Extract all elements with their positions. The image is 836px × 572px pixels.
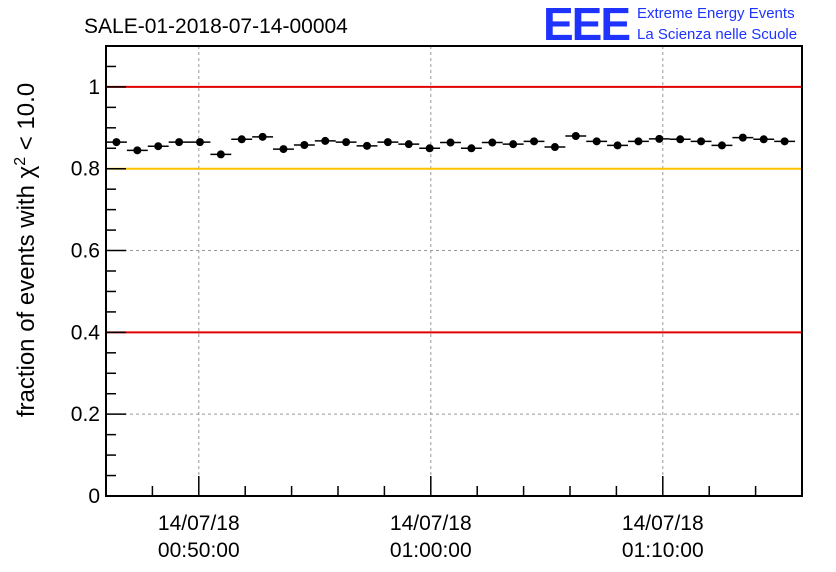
data-point xyxy=(774,137,796,146)
marker xyxy=(655,134,664,143)
data-point xyxy=(753,135,775,144)
marker xyxy=(279,145,288,154)
y-tick-label: 0.8 xyxy=(71,158,100,181)
reference-lines xyxy=(106,85,802,334)
data-point xyxy=(147,142,169,151)
data-point xyxy=(106,138,127,147)
marker xyxy=(363,141,371,150)
data-point xyxy=(314,136,336,145)
data-point xyxy=(460,144,482,153)
data-point xyxy=(586,137,608,146)
data-point xyxy=(419,144,441,153)
marker xyxy=(133,146,142,155)
marker xyxy=(634,137,643,146)
x-tick-label-time: 01:10:00 xyxy=(622,539,704,562)
marker xyxy=(759,135,768,144)
y-tick-label: 1 xyxy=(88,76,100,99)
data-point xyxy=(711,141,733,150)
data-point xyxy=(398,140,420,149)
logo-line2: La Scienza nelle Scuole xyxy=(637,26,797,43)
data-point xyxy=(335,138,357,147)
y-tick-label: 0 xyxy=(88,485,100,508)
data-point xyxy=(628,137,649,146)
x-tick-label-date: 14/07/18 xyxy=(390,512,472,535)
data-point xyxy=(377,138,399,147)
y-tick-label: 0.4 xyxy=(71,321,101,344)
y-tick-label: 0.6 xyxy=(71,240,100,263)
data-point xyxy=(669,135,691,144)
x-tick-label-time: 01:00:00 xyxy=(390,539,472,562)
marker xyxy=(571,132,580,140)
marker xyxy=(488,138,497,147)
marker xyxy=(321,136,330,145)
data-point xyxy=(565,132,587,140)
data-points xyxy=(106,132,796,159)
data-point xyxy=(293,141,315,149)
logo-line1: Extreme Energy Events xyxy=(637,5,795,22)
marker xyxy=(530,137,539,146)
data-point xyxy=(481,138,503,147)
marker xyxy=(216,150,225,159)
data-point xyxy=(502,140,524,149)
logo-letters: EEE xyxy=(543,0,629,50)
grid xyxy=(106,46,802,496)
data-point xyxy=(607,141,628,150)
marker xyxy=(237,135,246,144)
data-point xyxy=(273,145,294,154)
x-tick-label-date: 14/07/18 xyxy=(622,512,704,535)
axes: 0 0.2 0.4 0.6 0.8 1 14/07/18 00:50:00 14/07/18 01… xyxy=(71,45,803,562)
data-point xyxy=(440,138,461,147)
marker xyxy=(175,138,184,147)
x-tick-label-date: 14/07/18 xyxy=(158,512,240,535)
marker xyxy=(383,138,392,147)
y-axis-title-prefix: fraction of events with χ xyxy=(13,165,40,417)
data-point xyxy=(126,146,148,155)
marker xyxy=(613,141,622,150)
eee-logo: EEE Extreme Energy Events La Scienza nel… xyxy=(543,0,797,50)
y-axis-title-suffix: < 10.0 xyxy=(13,83,40,157)
data-point xyxy=(168,138,190,147)
marker xyxy=(697,137,706,146)
marker xyxy=(404,140,413,149)
marker xyxy=(446,138,455,147)
marker xyxy=(509,140,518,149)
y-axis-title: fraction of events with χ2 < 10.0 xyxy=(12,83,40,417)
data-point xyxy=(648,134,670,143)
data-point xyxy=(544,143,566,152)
x-tick-label-time: 00:50:00 xyxy=(158,539,240,562)
marker xyxy=(550,143,559,152)
marker xyxy=(676,135,685,144)
data-point xyxy=(210,150,232,159)
marker xyxy=(425,144,434,153)
marker xyxy=(112,138,121,147)
chart-title: SALE-01-2018-07-14-00004 xyxy=(84,15,348,38)
y-axis-title-sup: 2 xyxy=(12,157,29,166)
data-point xyxy=(356,141,378,150)
marker xyxy=(467,144,476,153)
data-point xyxy=(252,132,274,141)
marker xyxy=(300,141,309,149)
marker xyxy=(342,138,351,147)
data-point xyxy=(732,133,754,142)
plot-frame xyxy=(105,45,803,497)
marker xyxy=(195,138,204,147)
marker xyxy=(258,132,267,141)
marker xyxy=(592,137,601,146)
data-point xyxy=(189,138,211,147)
marker xyxy=(738,133,747,142)
marker xyxy=(154,142,163,151)
marker xyxy=(717,141,726,150)
data-point xyxy=(690,137,712,146)
data-point xyxy=(523,137,545,146)
data-point xyxy=(231,135,253,144)
y-tick-label: 0.2 xyxy=(71,403,100,426)
marker xyxy=(780,137,789,146)
